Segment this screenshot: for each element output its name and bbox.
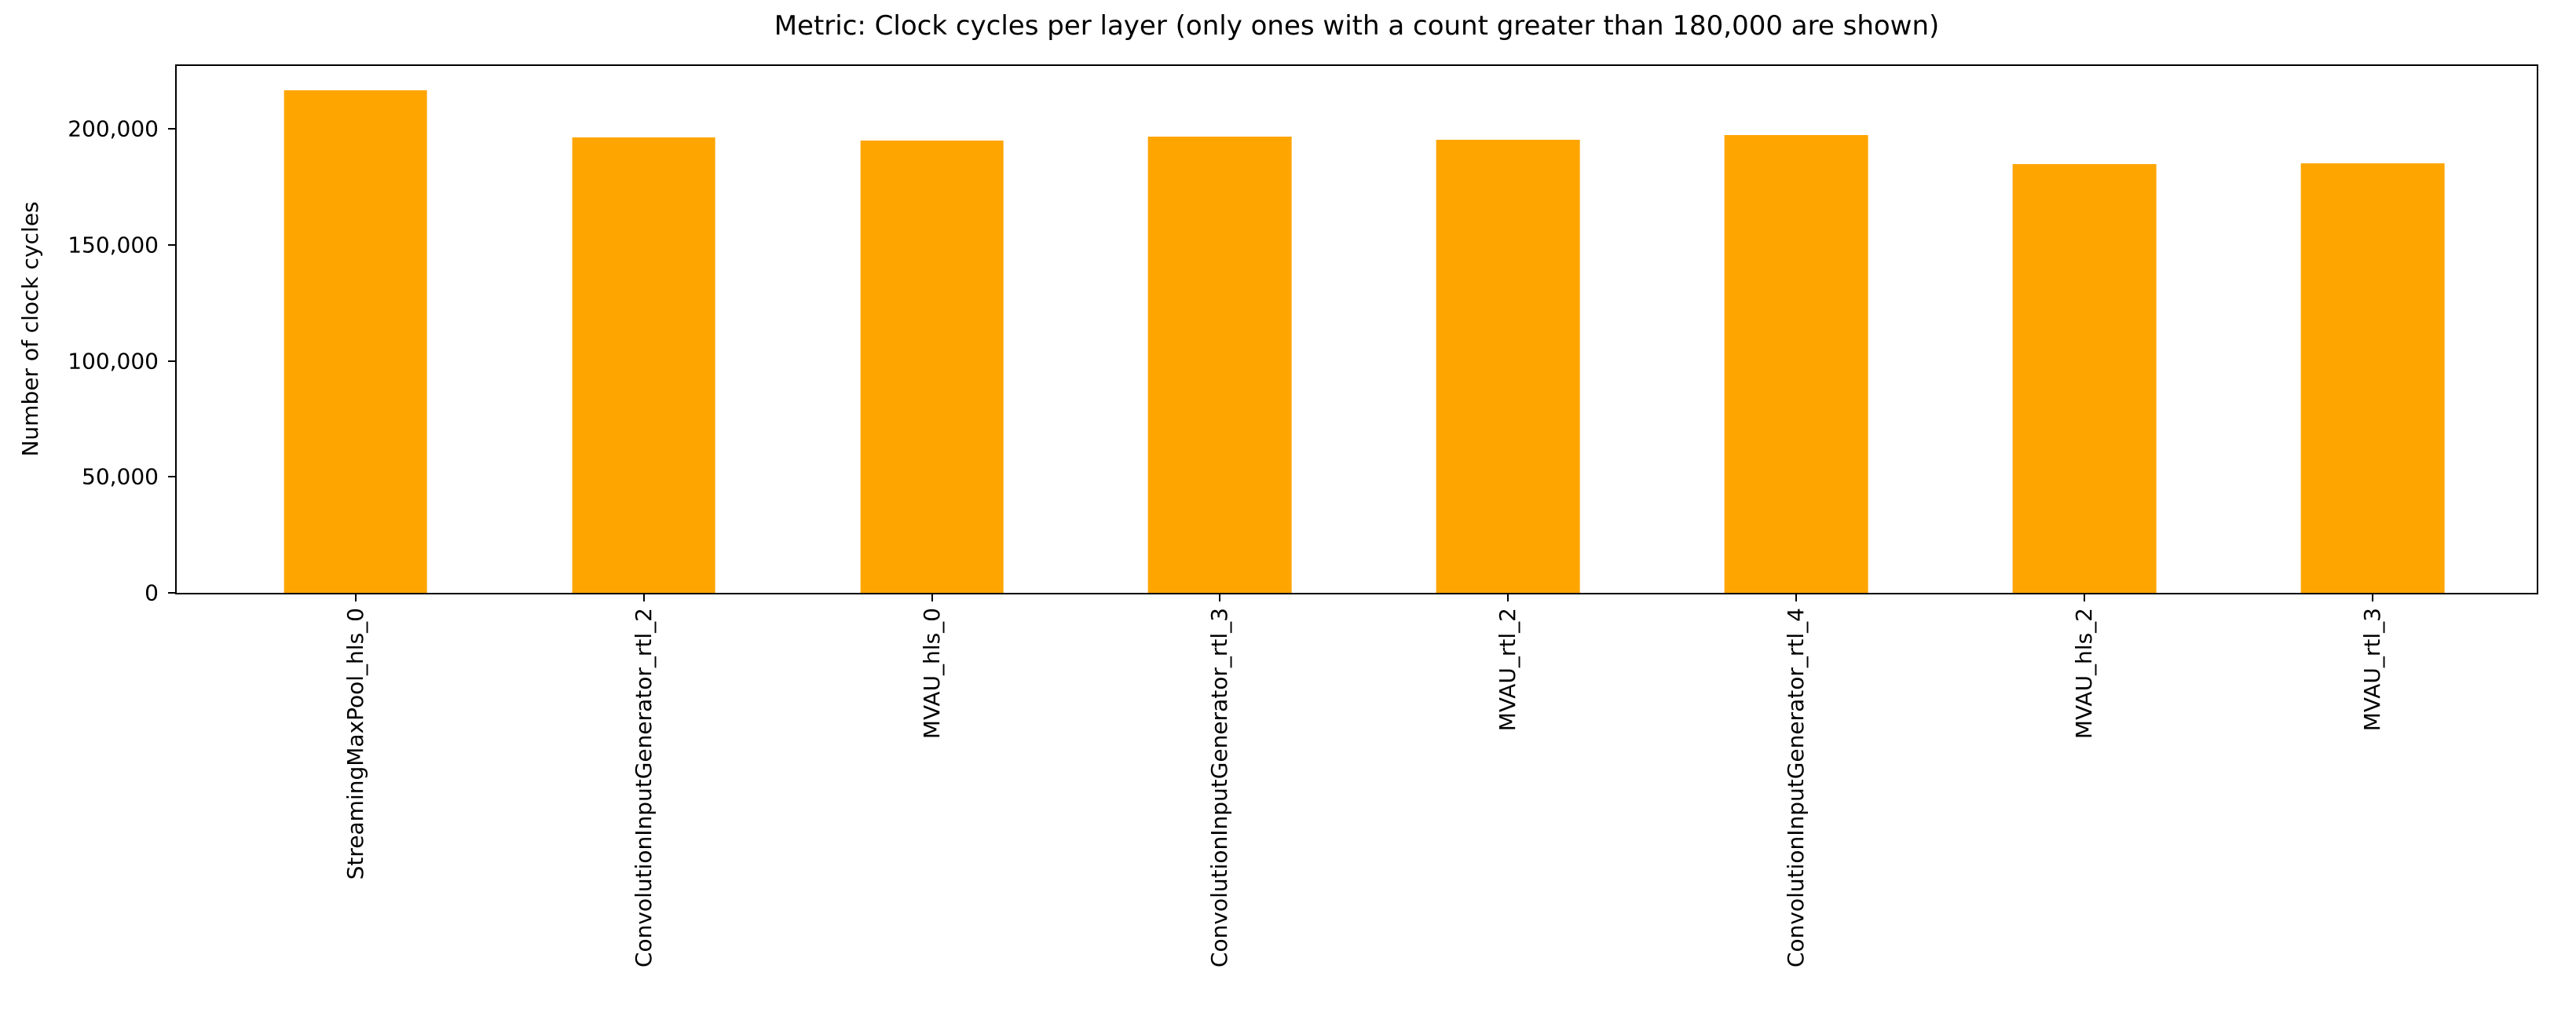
x-tick-label: StreamingMaxPool_hls_0	[342, 608, 368, 880]
x-tick-label: ConvolutionInputGenerator_rtl_4	[1783, 608, 1809, 968]
x-tick-mark	[931, 593, 933, 601]
x-tick-label: MVAU_hls_2	[2071, 608, 2098, 740]
y-tick-mark	[168, 360, 177, 362]
x-tick-label: MVAU_rtl_3	[2359, 608, 2386, 732]
x-tick-label: ConvolutionInputGenerator_rtl_3	[1206, 608, 1233, 968]
chart-title: Metric: Clock cycles per layer (only one…	[774, 10, 1940, 42]
y-tick-mark	[168, 243, 177, 246]
x-tick-mark	[2084, 593, 2086, 601]
plot-area: 0 50,000 100,000 150,000 200,000 StreamingMax…	[68, 64, 2538, 967]
y-tick-mark	[168, 592, 177, 594]
bar	[2300, 163, 2445, 593]
bar	[1148, 137, 1292, 593]
y-axis-label: Number of clock cycles	[17, 201, 43, 457]
x-tick-label: ConvolutionInputGenerator_rtl_2	[630, 608, 657, 968]
x-tick-mark	[1219, 593, 1221, 601]
x-tick-mark	[2372, 593, 2374, 601]
bar	[1724, 135, 1868, 593]
y-tick-mark	[168, 128, 177, 130]
y-tick-label: 200,000	[68, 115, 159, 142]
bar	[284, 90, 428, 593]
bar	[860, 140, 1004, 593]
bar	[572, 137, 715, 593]
x-tick-mark	[642, 593, 645, 601]
bar	[1436, 140, 1580, 593]
x-tick-mark	[354, 593, 357, 601]
x-tick-mark	[1795, 593, 1798, 601]
x-tick-label: MVAU_rtl_2	[1495, 608, 1521, 732]
x-tick-mark	[1507, 593, 1509, 601]
y-tick-mark	[168, 476, 177, 478]
y-tick-label: 150,000	[68, 232, 159, 258]
bar	[2012, 163, 2157, 593]
y-tick-label: 100,000	[68, 348, 159, 375]
y-tick-label: 50,000	[82, 463, 159, 490]
x-tick-label: MVAU_hls_0	[918, 608, 945, 740]
y-tick-label: 0	[145, 579, 159, 606]
